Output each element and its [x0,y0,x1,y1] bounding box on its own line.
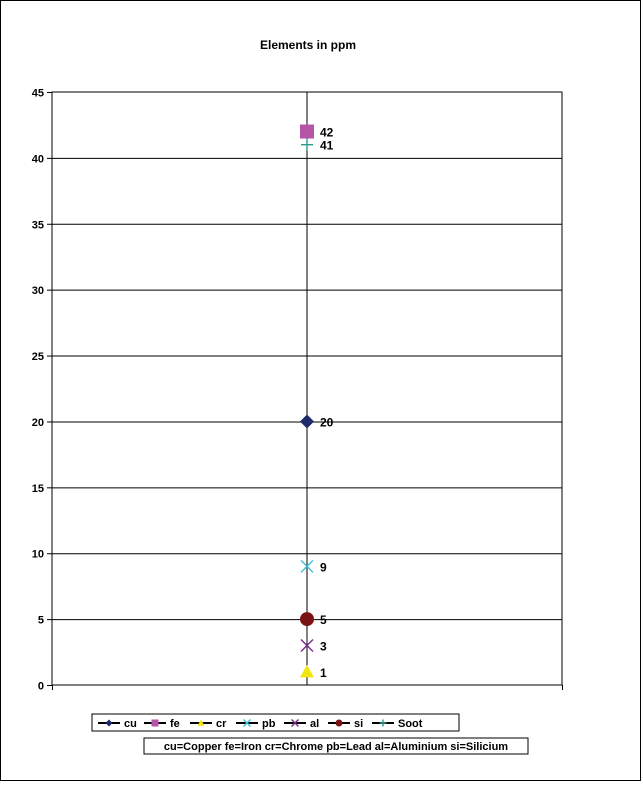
legend-marker-Soot [379,719,387,727]
y-tick-label: 40 [32,153,44,165]
legend-label-cu: cu [124,718,137,730]
y-tick-label: 30 [32,285,44,297]
data-point-fe [300,124,314,139]
legend-marker-cu [105,719,113,727]
legend-label-pb: pb [262,718,276,730]
data-label-al: 3 [320,639,327,653]
y-tick-label: 35 [32,219,44,231]
legend-label-cr: cr [216,718,227,730]
legend-entry-pb: pb [236,718,276,730]
data-label-pb: 9 [320,560,327,574]
data-point-cr [300,664,314,678]
legend: cu fe cr pb al si Soot [91,713,460,732]
legend-marker-pb [243,719,251,727]
data-label-si: 5 [320,613,327,627]
axes [47,91,563,690]
note-box [143,737,529,755]
legend-label-si: si [354,718,363,730]
y-tick-label: 0 [38,681,44,693]
data-label-cr: 1 [320,666,327,680]
y-tick-label: 10 [32,549,44,561]
element-key-note: cu=Copper fe=Iron cr=Chrome pb=Lead al=A… [143,737,529,755]
legend-label-Soot: Soot [398,718,423,730]
legend-marker-si [335,719,343,727]
legend-box [91,713,460,732]
note-text: cu=Copper fe=Iron cr=Chrome pb=Lead al=A… [164,741,508,753]
y-tick-label: 15 [32,483,44,495]
legend-entries: cu fe cr pb al si Soot [98,718,423,730]
legend-entry-cr: cr [190,718,227,730]
chart-title: Elements in ppm [260,38,356,52]
data-point-Soot [301,138,313,151]
data-point-si [300,612,314,627]
y-tick-labels: 0 5 10 15 20 25 30 35 40 45 [32,88,44,693]
y-tick-label: 5 [38,615,44,627]
data-points [300,124,314,678]
legend-entry-al: al [284,718,319,730]
data-label-Soot: 41 [320,139,334,153]
legend-marker-cr [197,719,205,726]
y-tick-label: 25 [32,351,44,363]
data-point-cu [300,414,314,429]
data-point-pb [300,559,314,573]
legend-entry-cu: cu [98,718,137,730]
y-tick-label: 45 [32,88,44,100]
y-tick-label: 20 [32,417,44,429]
data-point-al [300,638,314,652]
legend-label-al: al [310,718,319,730]
legend-marker-fe [151,719,159,727]
legend-entry-si: si [328,718,363,730]
legend-entry-fe: fe [144,718,180,730]
data-label-fe: 42 [320,126,334,140]
legend-marker-al [291,719,299,727]
data-labels: 20 42 1 9 3 5 41 [320,126,334,680]
legend-entry-Soot: Soot [372,718,423,730]
data-label-cu: 20 [320,415,334,429]
legend-label-fe: fe [170,718,180,730]
